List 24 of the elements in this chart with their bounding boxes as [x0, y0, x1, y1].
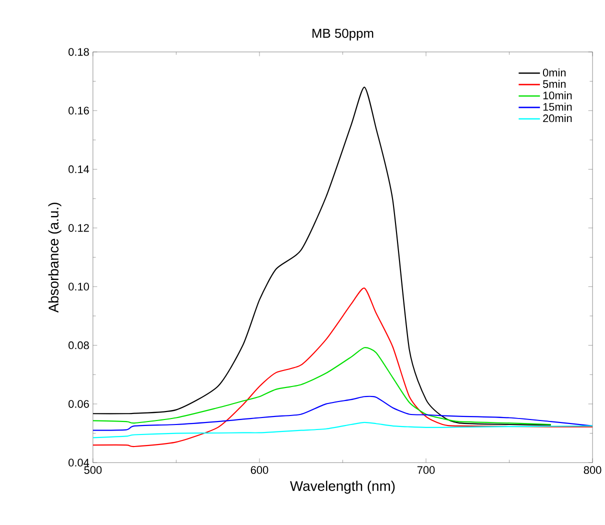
legend-label: 20min: [543, 114, 572, 122]
y-axis-title: Absorbance (a.u.): [48, 202, 62, 313]
y-tick-label: 0.14: [68, 166, 90, 174]
line-series: [92, 396, 593, 432]
legend-label: 10min: [543, 91, 572, 100]
y-tick-label: 0.12: [68, 224, 89, 232]
x-axis-title: Wavelength (nm): [290, 480, 395, 494]
x-tick-label: 600: [250, 466, 268, 474]
x-tick-label: 500: [84, 466, 102, 474]
legend-label: 15min: [543, 102, 572, 111]
chart-title: MB 50ppm: [312, 28, 374, 41]
line-series: [92, 422, 593, 438]
x-tick-label: 800: [584, 466, 602, 474]
legend-label: 0min: [542, 68, 566, 77]
x-tick-label: 700: [417, 466, 435, 474]
line-series: [92, 347, 552, 426]
legend-label: 5min: [542, 80, 566, 88]
line-series: [92, 288, 593, 448]
y-tick-label: 0.16: [68, 106, 89, 115]
y-tick-label: 0.04: [68, 458, 90, 467]
y-tick-label: 0.08: [68, 342, 89, 350]
y-tick-label: 0.06: [68, 400, 89, 408]
y-tick-label: 0.18: [68, 48, 89, 56]
y-tick-label: 0.10: [68, 282, 89, 291]
